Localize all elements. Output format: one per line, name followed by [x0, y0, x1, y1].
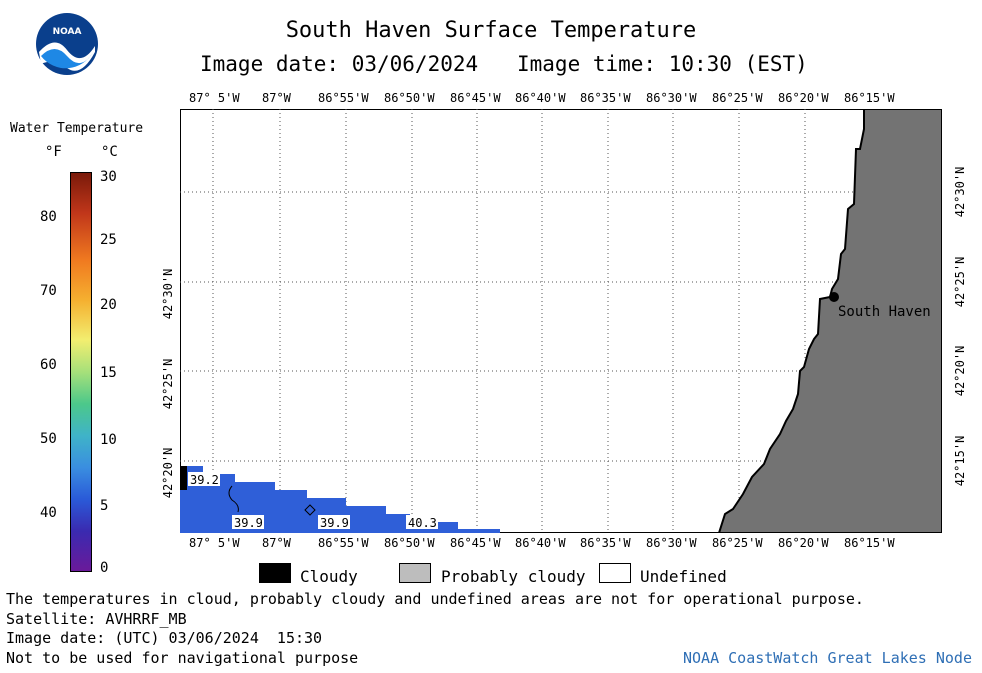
- lon-labels-bottom: 87° 5'W 87°W 86°55'W 86°50'W 86°45'W 86°…: [0, 536, 982, 552]
- lon-label: 86°30'W: [646, 536, 697, 550]
- lon-label: 86°35'W: [580, 536, 631, 550]
- lon-labels-top: 87° 5'W 87°W 86°55'W 86°50'W 86°45'W 86°…: [0, 91, 982, 107]
- city-label: South Haven: [838, 304, 931, 320]
- lon-label: 86°40'W: [515, 536, 566, 550]
- f-tick: 40: [40, 505, 57, 521]
- lon-label: 87°W: [262, 536, 291, 550]
- lon-label: 86°50'W: [384, 91, 435, 105]
- undefined-label: Undefined: [640, 567, 727, 586]
- cloudy-label: Cloudy: [300, 567, 358, 586]
- satellite: Satellite: AVHRRF_MB: [6, 610, 187, 628]
- temperature-labels: 39.2 39.9 39.9 40.3: [188, 472, 438, 530]
- cloudy-swatch: [259, 563, 291, 583]
- lat-labels-right: 42°30'N 42°25'N 42°20'N 42°15'N: [953, 167, 967, 487]
- c-tick: 5: [100, 498, 109, 514]
- lon-label: 86°25'W: [712, 536, 763, 550]
- lon-label: 86°40'W: [515, 91, 566, 105]
- credit: NOAA CoastWatch Great Lakes Node: [683, 649, 972, 667]
- probably-cloudy-label: Probably cloudy: [441, 567, 586, 586]
- unit-f: °F: [45, 144, 62, 160]
- lat-label: 42°25'N: [953, 257, 967, 308]
- unit-c: °C: [101, 144, 118, 160]
- lon-label: 86°55'W: [318, 91, 369, 105]
- lon-label: 86°15'W: [844, 536, 895, 550]
- temp-label: 40.3: [408, 516, 437, 530]
- c-tick: 25: [100, 232, 117, 248]
- city-marker: [829, 292, 839, 302]
- c-tick: 20: [100, 297, 117, 313]
- image-time: Image time: 10:30 (EST): [517, 52, 808, 76]
- temp-label: 39.9: [320, 516, 349, 530]
- image-date: Image date: 03/06/2024: [200, 52, 479, 76]
- f-tick: 80: [40, 209, 57, 225]
- f-tick: 50: [40, 431, 57, 447]
- lat-label: 42°15'N: [953, 436, 967, 487]
- lon-label: 86°55'W: [318, 536, 369, 550]
- map-title: South Haven Surface Temperature: [285, 18, 697, 43]
- cloudy-pixels: [180, 466, 187, 490]
- f-tick: 70: [40, 283, 57, 299]
- temp-label: 39.9: [234, 516, 263, 530]
- colorbar-title: Water Temperature: [10, 121, 144, 136]
- c-tick: 15: [100, 365, 117, 381]
- lon-label: 86°30'W: [646, 91, 697, 105]
- lon-label: 86°45'W: [450, 91, 501, 105]
- logo-text: NOAA: [53, 27, 82, 37]
- lat-labels-left: 42°30'N 42°25'N 42°20'N 42°15'N: [161, 269, 175, 499]
- c-tick: 0: [100, 560, 109, 576]
- disclaimer: The temperatures in cloud, probably clou…: [6, 590, 864, 608]
- lat-label: 42°25'N: [161, 359, 175, 410]
- nav-warning: Not to be used for navigational purpose: [6, 649, 359, 667]
- utc-date: Image date: (UTC) 03/06/2024 15:30: [6, 629, 323, 647]
- graticule: [180, 109, 942, 533]
- temp-label: 39.2: [190, 473, 219, 487]
- colorbar-ticks: 80 70 60 50 40 30 25 20 15 10 5 0: [40, 169, 130, 576]
- f-tick: 60: [40, 357, 57, 373]
- lon-label: 86°20'W: [778, 536, 829, 550]
- lon-label: 87° 5'W: [189, 91, 240, 105]
- c-tick: 10: [100, 432, 117, 448]
- lon-label: 86°50'W: [384, 536, 435, 550]
- c-tick: 30: [100, 169, 117, 185]
- lat-label: 42°20'N: [161, 448, 175, 499]
- lon-label: 87° 5'W: [189, 536, 240, 550]
- noaa-logo: NOAA: [36, 13, 98, 75]
- probably-cloudy-swatch: [399, 563, 431, 583]
- land-area: [717, 109, 942, 533]
- isotherm-ring: [304, 504, 316, 516]
- lon-label: 86°20'W: [778, 91, 829, 105]
- lat-label: 42°30'N: [953, 167, 967, 218]
- isotherm: [228, 485, 239, 513]
- colorbar: [70, 172, 92, 572]
- lon-label: 87°W: [262, 91, 291, 105]
- lat-label: 42°20'N: [953, 346, 967, 397]
- map-panel: 39.2 39.9 39.9 40.3 South Haven: [180, 109, 942, 533]
- lon-label: 86°45'W: [450, 536, 501, 550]
- lon-label: 86°15'W: [844, 91, 895, 105]
- lat-label: 42°30'N: [161, 269, 175, 320]
- lon-label: 86°25'W: [712, 91, 763, 105]
- undefined-swatch: [599, 563, 631, 583]
- lon-label: 86°35'W: [580, 91, 631, 105]
